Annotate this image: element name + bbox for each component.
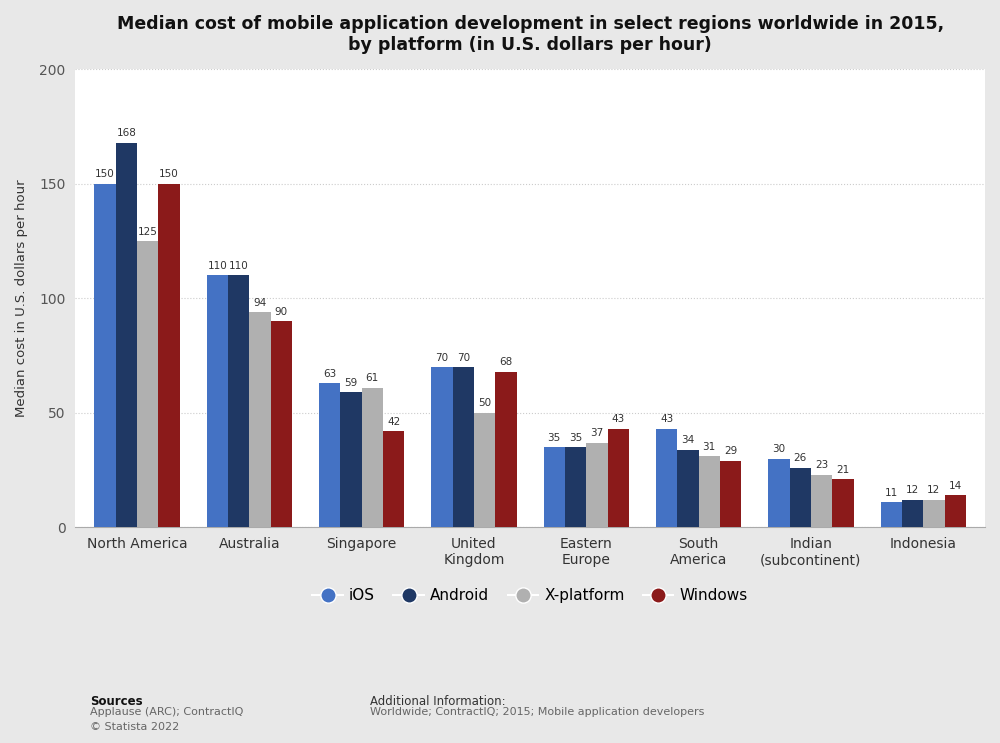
Bar	[720, 461, 741, 528]
Bar	[319, 383, 340, 528]
Bar	[116, 143, 137, 528]
Text: Worldwide; ContractIQ; 2015; Mobile application developers: Worldwide; ContractIQ; 2015; Mobile appl…	[370, 707, 704, 717]
Text: 23: 23	[815, 460, 828, 470]
Bar	[383, 431, 404, 528]
Bar	[656, 429, 677, 528]
Text: 26: 26	[794, 453, 807, 464]
Legend: iOS, Android, X-platform, Windows: iOS, Android, X-platform, Windows	[306, 582, 754, 609]
Text: 43: 43	[612, 415, 625, 424]
Text: 168: 168	[116, 128, 136, 138]
Bar	[94, 184, 116, 528]
Bar	[271, 321, 292, 528]
Text: 63: 63	[323, 369, 336, 378]
Text: Applause (ARC); ContractIQ
© Statista 2022: Applause (ARC); ContractIQ © Statista 20…	[90, 707, 243, 732]
Text: 30: 30	[772, 444, 785, 454]
Text: 11: 11	[885, 487, 898, 498]
Text: 35: 35	[569, 432, 582, 443]
Bar	[586, 443, 608, 528]
Bar	[453, 367, 474, 528]
Text: 31: 31	[703, 442, 716, 452]
Text: 94: 94	[253, 297, 267, 308]
Text: 50: 50	[478, 398, 491, 409]
Title: Median cost of mobile application development in select regions worldwide in 201: Median cost of mobile application develo…	[117, 15, 944, 53]
Text: 35: 35	[548, 432, 561, 443]
Bar	[565, 447, 586, 528]
Bar	[923, 500, 945, 528]
Text: Additional Information:: Additional Information:	[370, 695, 506, 707]
Bar	[768, 458, 790, 528]
Bar	[677, 450, 699, 528]
Text: 110: 110	[207, 261, 227, 271]
Bar	[340, 392, 362, 528]
Text: 125: 125	[138, 227, 158, 236]
Text: 70: 70	[457, 352, 470, 363]
Bar	[158, 184, 180, 528]
Bar	[249, 312, 271, 528]
Text: 70: 70	[435, 352, 448, 363]
Text: Sources: Sources	[90, 695, 143, 707]
Bar	[431, 367, 453, 528]
Text: 90: 90	[275, 307, 288, 317]
Text: 150: 150	[95, 169, 115, 179]
Bar	[699, 456, 720, 528]
Text: 21: 21	[836, 465, 850, 475]
Text: 37: 37	[590, 428, 604, 438]
Text: 61: 61	[366, 373, 379, 383]
Text: 12: 12	[927, 485, 941, 496]
Text: 42: 42	[387, 417, 400, 426]
Text: 59: 59	[344, 377, 358, 388]
Bar	[544, 447, 565, 528]
Bar	[608, 429, 629, 528]
Text: 14: 14	[949, 481, 962, 491]
Y-axis label: Median cost in U.S. dollars per hour: Median cost in U.S. dollars per hour	[15, 180, 28, 417]
Bar	[945, 496, 966, 528]
Bar	[881, 502, 902, 528]
Bar	[474, 413, 495, 528]
Text: 12: 12	[906, 485, 919, 496]
Text: 110: 110	[229, 261, 249, 271]
Text: 68: 68	[499, 357, 513, 367]
Text: 43: 43	[660, 415, 673, 424]
Bar	[811, 475, 832, 528]
Bar	[207, 276, 228, 528]
Bar	[790, 468, 811, 528]
Bar	[362, 388, 383, 528]
Text: 34: 34	[681, 435, 695, 445]
Bar	[137, 241, 158, 528]
Text: 29: 29	[724, 447, 737, 456]
Bar	[495, 372, 517, 528]
Text: 150: 150	[159, 169, 179, 179]
Bar	[832, 479, 854, 528]
Bar	[228, 276, 249, 528]
Bar	[902, 500, 923, 528]
